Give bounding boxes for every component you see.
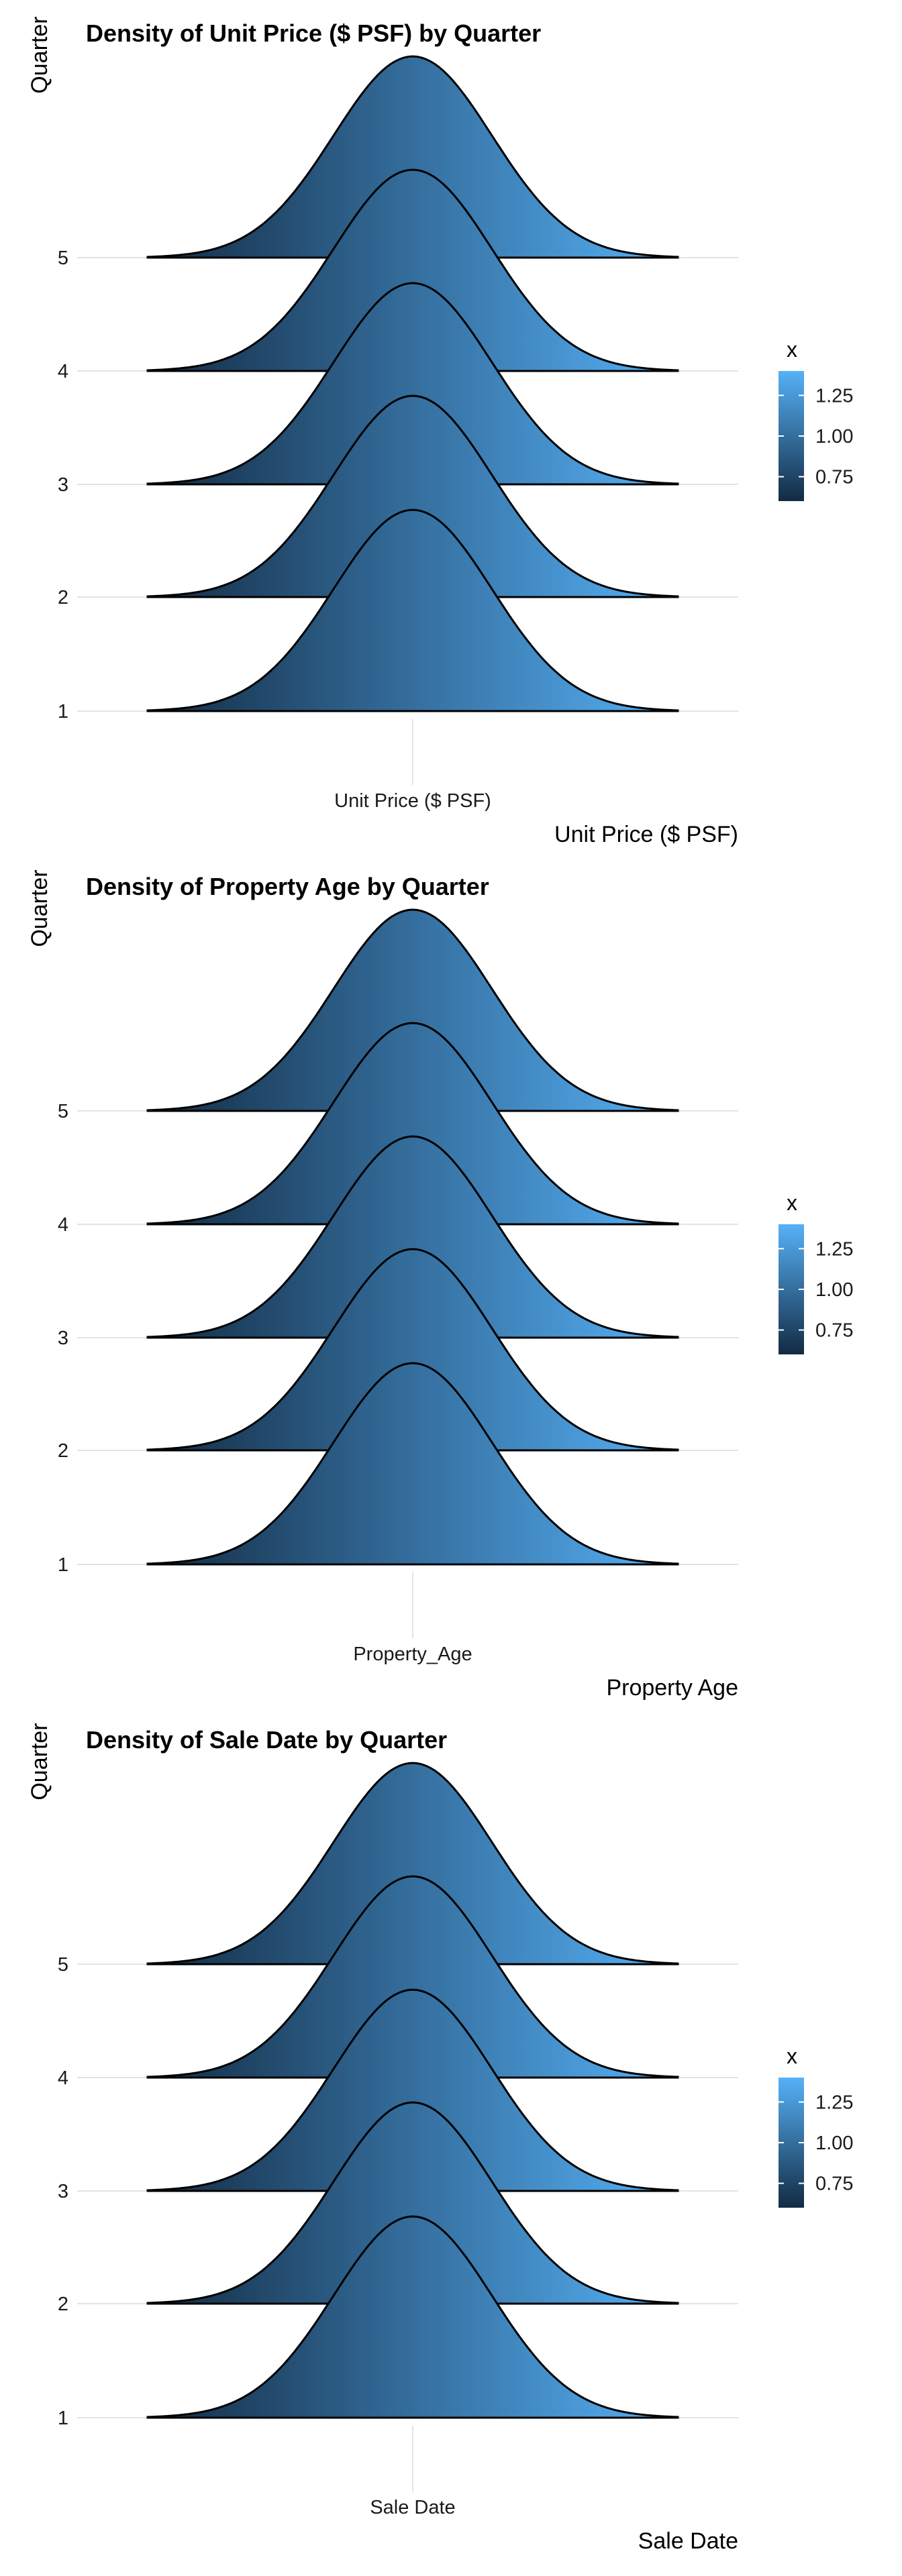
x-tick-label: Sale Date [370,2497,455,2518]
ridge-quarter-3 [146,1135,679,1339]
chart-title: Density of Property Age by Quarter [86,873,489,900]
y-tick-label: 2 [58,2294,68,2315]
ridge-quarter-5 [146,1762,679,1966]
y-tick-label: 5 [58,1954,68,1976]
legend-tick-label: 1.25 [815,385,853,407]
legend-tick-label: 1.25 [815,1238,853,1260]
ridge-quarter-3 [146,282,679,486]
y-tick-label: 3 [58,2181,68,2202]
y-tick-label: 1 [58,701,68,722]
chart-panel-3: Density of Sale Date by Quarter Quarter 5 4… [27,1723,853,2554]
ridge-quarter-2 [146,394,679,598]
chart-panel-1: Density of Unit Price ($ PSF) by Quarter… [27,16,853,847]
x-tick-label: Unit Price ($ PSF) [334,790,491,812]
legend-title: x [787,1191,797,1215]
chart-title: Density of Sale Date by Quarter [86,1726,447,1754]
y-tick-label: 3 [58,474,68,496]
ridge-quarter-4 [146,1022,679,1226]
chart-title: Density of Unit Price ($ PSF) by Quarter [86,19,541,47]
y-tick-label: 4 [58,361,68,382]
legend-tick-label: 0.75 [815,467,853,488]
x-tick-label: Property_Age [353,1644,472,1665]
y-tick-label: 5 [58,1101,68,1122]
ridge-quarter-1 [146,1362,679,1566]
ridge-quarter-4 [146,168,679,372]
ridge-quarter-5 [146,55,679,259]
ridge-quarter-1 [146,2215,679,2419]
y-tick-label: 5 [58,248,68,269]
ridge-quarter-3 [146,1988,679,2192]
y-tick-label: 3 [58,1328,68,1349]
x-axis-title: Sale Date [638,2528,738,2554]
ridge-quarter-5 [146,908,679,1112]
legend-tick-label: 1.00 [815,2133,853,2154]
x-axis-title: Property Age [606,1675,738,1701]
y-tick-label: 2 [58,587,68,608]
y-axis-title: Quarter [27,1723,52,1800]
ridge-quarter-2 [146,1248,679,1452]
legend-tick-label: 1.00 [815,1279,853,1301]
legend-title: x [787,337,797,362]
x-axis-title: Unit Price ($ PSF) [554,822,738,847]
ridge-quarter-4 [146,1875,679,2079]
y-tick-label: 2 [58,1440,68,1462]
y-axis-title: Quarter [27,16,52,93]
legend-tick-label: 0.75 [815,2174,853,2195]
color-legend: x 0.75 1.00 1.25 [779,2044,853,2208]
y-axis-title: Quarter [27,869,52,947]
legend-tick-label: 0.75 [815,1320,853,1342]
color-legend: x 0.75 1.00 1.25 [779,337,853,501]
legend-tick-label: 1.25 [815,2092,853,2113]
legend-tick-label: 1.00 [815,426,853,447]
ridge-quarter-2 [146,2101,679,2305]
y-tick-label: 1 [58,2408,68,2429]
y-tick-label: 4 [58,2068,68,2089]
chart-panel-2: Density of Property Age by Quarter Quarte… [27,869,853,1701]
ridge-quarter-1 [146,508,679,712]
y-tick-label: 4 [58,1214,68,1236]
legend-title: x [787,2044,797,2068]
color-legend: x 0.75 1.00 1.25 [779,1191,853,1354]
y-tick-label: 1 [58,1554,68,1576]
